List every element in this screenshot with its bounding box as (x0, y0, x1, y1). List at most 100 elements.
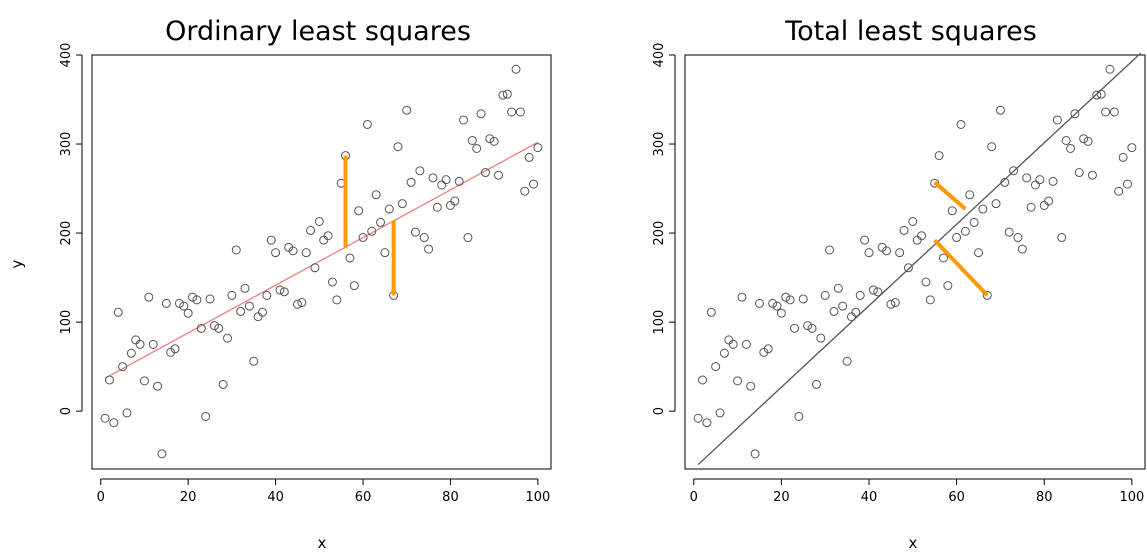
data-point (301, 248, 311, 258)
y-tick-label: 200 (652, 221, 667, 246)
data-point (161, 298, 171, 308)
data-point (1013, 233, 1023, 243)
y-tick-label: 300 (652, 132, 667, 157)
data-point (148, 339, 158, 349)
data-point (358, 233, 368, 243)
data-point (969, 217, 979, 227)
data-point (345, 253, 355, 263)
data-point (763, 344, 773, 354)
y-axis-label: y (8, 259, 26, 268)
data-point (362, 119, 372, 129)
x-tick-label: 0 (690, 490, 698, 505)
data-point (956, 119, 966, 129)
data-point (244, 301, 254, 311)
x-tick-label: 80 (1036, 490, 1053, 505)
plot-marks (100, 64, 543, 459)
data-point (803, 321, 813, 331)
data-point (415, 166, 425, 176)
data-point (733, 376, 743, 386)
x-tick-label: 60 (948, 490, 965, 505)
data-point (807, 323, 817, 333)
data-point (846, 312, 856, 322)
data-point (179, 301, 189, 311)
data-point (533, 143, 543, 153)
data-point (257, 307, 267, 317)
data-point (768, 298, 778, 308)
data-point (188, 292, 198, 302)
data-point (917, 231, 927, 241)
data-point (728, 339, 738, 349)
data-point (1096, 89, 1106, 99)
residual-segment (933, 238, 989, 297)
data-point (279, 287, 289, 297)
x-axis-label: x (909, 534, 918, 552)
y-tick-label: 400 (59, 43, 74, 68)
data-point (205, 294, 215, 304)
data-point (314, 216, 324, 226)
data-point (903, 263, 913, 273)
data-point (271, 248, 281, 258)
data-point (960, 226, 970, 236)
data-point (1052, 115, 1062, 125)
data-point (1114, 186, 1124, 196)
data-point (860, 235, 870, 245)
data-point (126, 348, 136, 358)
data-point (890, 298, 900, 308)
data-point (1061, 135, 1071, 145)
data-point (266, 235, 276, 245)
data-point (485, 134, 495, 144)
x-tick-label: 100 (1119, 490, 1144, 505)
data-point (472, 143, 482, 153)
data-point (855, 290, 865, 300)
data-point (489, 136, 499, 146)
data-point (410, 227, 420, 237)
data-point (428, 173, 438, 183)
data-point (327, 277, 337, 287)
data-point (459, 115, 469, 125)
data-point (183, 308, 193, 318)
data-point (144, 292, 154, 302)
x-tick-label: 60 (355, 490, 372, 505)
data-point (332, 295, 342, 305)
y-tick-label: 200 (59, 221, 74, 246)
data-point (520, 186, 530, 196)
data-point (750, 449, 760, 459)
fit-line (104, 141, 539, 379)
data-point (515, 107, 525, 117)
x-tick-label: 80 (442, 490, 459, 505)
data-point (100, 413, 110, 423)
data-point (450, 196, 460, 206)
data-point (746, 381, 756, 391)
chart-title: Ordinary least squares (165, 16, 471, 47)
data-point (437, 180, 447, 190)
data-point (384, 204, 394, 214)
data-point (262, 290, 272, 300)
x-tick-label: 20 (180, 490, 197, 505)
data-point (498, 90, 508, 100)
data-point (153, 381, 163, 391)
data-point (1074, 168, 1084, 178)
plot-marks (693, 52, 1142, 466)
data-point (275, 285, 285, 295)
data-point (511, 64, 521, 74)
data-point (825, 245, 835, 255)
y-tick-label: 100 (652, 310, 667, 335)
y-tick-label: 0 (59, 407, 74, 415)
data-point (772, 301, 782, 311)
data-point (170, 344, 180, 354)
data-point (829, 306, 839, 316)
data-point (113, 307, 123, 317)
data-point (851, 307, 861, 317)
data-point (454, 176, 464, 186)
data-point (882, 246, 892, 256)
data-point (236, 306, 246, 316)
data-point (934, 151, 944, 161)
data-point (921, 277, 931, 287)
data-point (978, 204, 988, 214)
data-point (693, 413, 703, 423)
data-point (380, 248, 390, 258)
data-point (776, 308, 786, 318)
data-point (1122, 179, 1132, 189)
data-point (306, 225, 316, 235)
data-point (952, 233, 962, 243)
